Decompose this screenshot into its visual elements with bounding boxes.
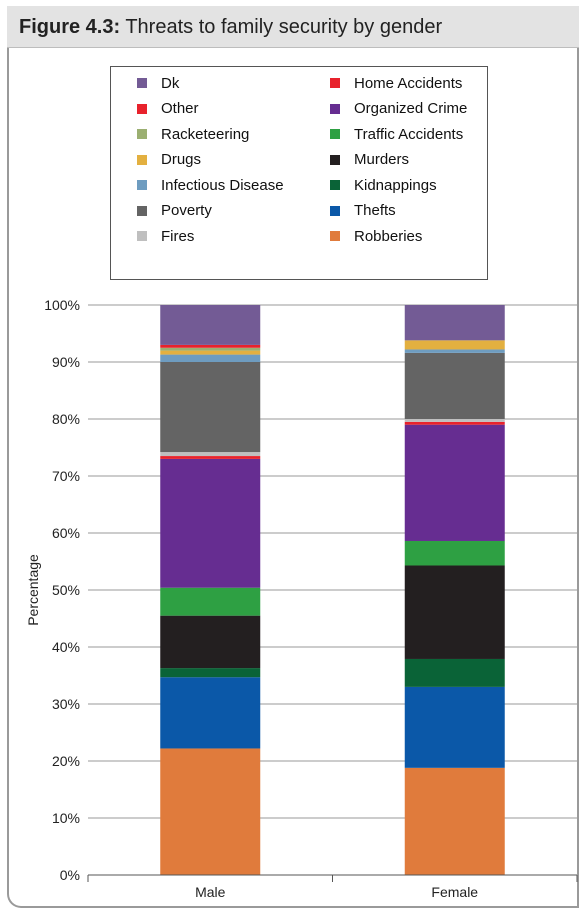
legend-item: Organized Crime: [330, 98, 467, 120]
legend-item: Other: [137, 98, 199, 120]
legend-item: Fires: [137, 225, 194, 247]
bar-segment-fires: [404, 419, 505, 422]
y-tick-label: 30%: [52, 696, 80, 712]
legend-swatch: [330, 205, 340, 216]
bar-segment-robberies: [160, 748, 261, 875]
bar-segment-traffic-accidents: [160, 587, 261, 616]
bar-segment-fires: [160, 452, 261, 457]
legend-label: Other: [161, 100, 199, 117]
legend-item: Thefts: [330, 200, 396, 222]
legend-label: Murders: [354, 151, 410, 168]
legend-label: Traffic Accidents: [354, 125, 464, 143]
bar-segment-kidnappings: [404, 658, 505, 687]
legend-swatch: [137, 180, 147, 190]
legend-swatch: [137, 205, 147, 216]
x-tick-label: Male: [195, 884, 226, 900]
legend-label: Organized Crime: [354, 100, 468, 117]
chart-legend: Dk Other Racketeering Drugs Infectious Disea…: [110, 66, 488, 280]
legend-item: Drugs: [137, 149, 201, 171]
bar-segment-traffic-accidents: [404, 540, 505, 566]
y-tick-label: 60%: [52, 525, 80, 541]
bar-segment-infectious-disease: [160, 354, 261, 362]
legend-label: Racketeering: [161, 125, 250, 143]
bar-segment-organized-crime: [404, 424, 505, 541]
legend-swatch: [137, 103, 147, 114]
bar-segment-robberies: [404, 767, 505, 875]
bar-segment-drugs: [160, 350, 261, 355]
legend-label: Kidnappings: [354, 176, 437, 194]
legend-label: Thefts: [354, 202, 396, 219]
legend-swatch: [137, 129, 147, 139]
figure-title-bar: Figure 4.3: Threats to family security b…: [7, 6, 579, 48]
bar-segment-kidnappings: [160, 668, 261, 678]
y-axis-title: Percentage: [25, 554, 41, 626]
legend-label: Dk: [161, 74, 180, 92]
legend-item: Infectious Disease: [137, 174, 284, 196]
legend-item: Kidnappings: [330, 174, 437, 196]
bar-segment-home-accidents: [160, 456, 261, 459]
bar-segment-murders: [160, 615, 261, 669]
legend-swatch: [330, 78, 340, 88]
legend-item: Robberies: [330, 225, 422, 247]
bar-segment-infectious-disease: [404, 349, 505, 353]
bar-segment-drugs: [404, 340, 505, 350]
legend-swatch: [137, 231, 147, 241]
x-tick-label: Female: [431, 884, 478, 900]
legend-item: Home Accidents: [330, 72, 462, 94]
legend-label: Home Accidents: [354, 74, 463, 92]
y-tick-label: 70%: [52, 468, 80, 484]
y-tick-label: 90%: [52, 354, 80, 370]
y-tick-label: 50%: [52, 582, 80, 598]
legend-label: Infectious Disease: [161, 176, 284, 194]
y-tick-label: 20%: [52, 753, 80, 769]
bar-segment-dk: [404, 305, 505, 341]
legend-item: Poverty: [137, 200, 212, 222]
legend-swatch: [330, 154, 340, 165]
legend-swatch: [330, 180, 340, 190]
figure-title: Threats to family security by gender: [125, 16, 443, 38]
legend-swatch: [137, 78, 147, 88]
legend-item: Dk: [137, 72, 179, 94]
bar-segment-poverty: [160, 362, 261, 453]
legend-label: Drugs: [161, 151, 202, 168]
y-tick-label: 0%: [60, 867, 80, 883]
figure-frame: [7, 6, 579, 908]
bar-segment-other: [160, 344, 261, 348]
y-tick-label: 40%: [52, 639, 80, 655]
legend-swatch: [330, 103, 340, 114]
bar-segment-poverty: [404, 352, 505, 419]
bar-segment-murders: [404, 565, 505, 659]
legend-label: Robberies: [354, 227, 423, 245]
legend-label: Poverty: [161, 202, 212, 219]
bar-segment-thefts: [160, 677, 261, 749]
bar-segment-thefts: [404, 686, 505, 768]
bar-segment-home-accidents: [404, 421, 505, 425]
legend-item: Traffic Accidents: [330, 123, 463, 145]
legend-item: Murders: [330, 149, 409, 171]
legend-label: Fires: [161, 227, 195, 245]
legend-swatch: [330, 129, 340, 139]
y-tick-label: 10%: [52, 810, 80, 826]
bar-segment-racketeering: [160, 347, 261, 351]
legend-item: Racketeering: [137, 123, 249, 145]
y-tick-label: 100%: [44, 297, 80, 313]
bar-segment-organized-crime: [160, 458, 261, 588]
legend-swatch: [137, 154, 147, 165]
figure-label: Figure 4.3:: [19, 16, 121, 38]
y-tick-label: 80%: [52, 411, 80, 427]
legend-swatch: [330, 231, 340, 241]
bar-segment-dk: [160, 305, 261, 345]
